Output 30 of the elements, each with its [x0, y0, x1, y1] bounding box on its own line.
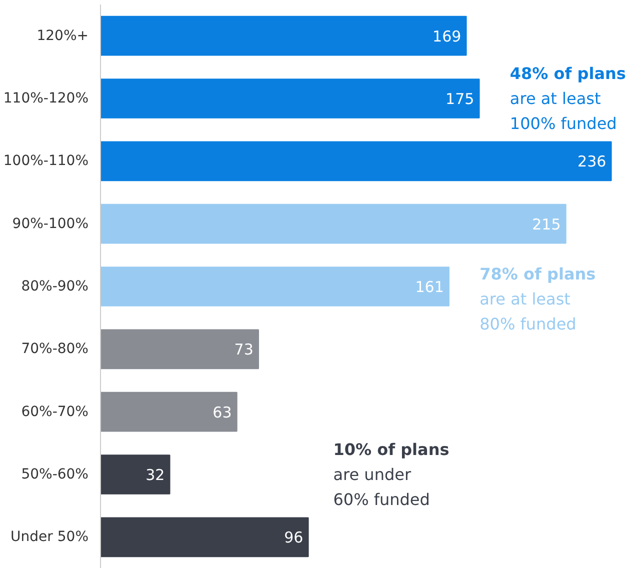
bar [100, 16, 467, 56]
data-label: 63 [212, 403, 232, 422]
bar [100, 392, 238, 432]
y-tick-label: 90%-100% [12, 216, 89, 232]
bar [100, 141, 612, 182]
y-tick-label: 60%-70% [21, 404, 89, 420]
data-label: 169 [432, 27, 462, 46]
y-tick-label: 120%+ [36, 28, 89, 44]
data-label: 32 [146, 466, 165, 484]
bar [100, 517, 309, 558]
y-tick-label: 110%-120% [3, 90, 89, 106]
data-label: 96 [284, 528, 304, 547]
data-label: 215 [532, 215, 561, 234]
y-tick-label: 50%-60% [21, 466, 89, 482]
y-tick-label: 70%-80% [21, 341, 89, 358]
bar [100, 78, 480, 118]
bar [100, 204, 566, 244]
annotation: 10% of plans are under 60% funded [333, 440, 450, 510]
y-tick-label: 80%-90% [21, 278, 89, 294]
annotation: 78% of plans are at least 80% funded [480, 264, 596, 334]
data-label: 161 [415, 278, 444, 296]
bar [100, 266, 450, 306]
annotation: 48% of plans are at least 100% funded [510, 64, 626, 134]
bar [100, 454, 170, 494]
y-tick-label: Under 50% [10, 529, 89, 546]
data-label: 236 [578, 152, 606, 171]
data-label: 73 [234, 340, 254, 359]
data-label: 175 [446, 90, 474, 108]
y-tick-label: 100%-110% [3, 153, 89, 170]
bar [100, 329, 259, 370]
